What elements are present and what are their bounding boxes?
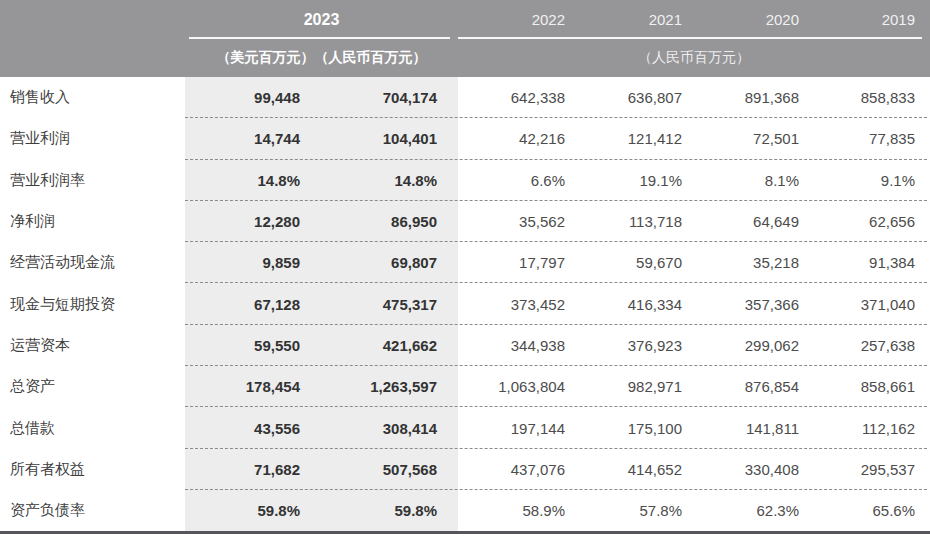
table-body: 销售收入 99,448 704,174 642,338 636,807 891,… — [0, 77, 930, 534]
units-label-2023: （美元百万元）（人民币百万元） — [185, 39, 458, 77]
value-2021: 376,923 — [573, 325, 690, 366]
value-2020: 62.3% — [690, 490, 807, 531]
value-2019: 858,833 — [807, 77, 930, 118]
value-2020: 299,062 — [690, 325, 807, 366]
row-label: 净利润 — [0, 201, 185, 242]
value-2022: 35,562 — [458, 201, 573, 242]
value-2022: 197,144 — [458, 407, 573, 448]
value-2023-usd: 14,744 — [185, 118, 308, 159]
value-2023-usd: 59.8% — [185, 490, 308, 531]
value-2019: 371,040 — [807, 283, 930, 324]
table-row-operating-cash-flow: 经营活动现金流 9,859 69,807 17,797 59,670 35,21… — [0, 242, 930, 283]
value-2021: 175,100 — [573, 407, 690, 448]
value-2019: 858,661 — [807, 366, 930, 407]
row-label: 营业利润率 — [0, 160, 185, 201]
table-row-operating-margin: 营业利润率 14.8% 14.8% 6.6% 19.1% 8.1% 9.1% — [0, 160, 930, 201]
row-label: 营业利润 — [0, 118, 185, 159]
column-header-2022: 2022 — [458, 0, 573, 39]
value-2021: 982,971 — [573, 366, 690, 407]
value-2022: 642,338 — [458, 77, 573, 118]
value-2023-usd: 67,128 — [185, 283, 308, 324]
value-2020: 357,366 — [690, 283, 807, 324]
row-label: 经营活动现金流 — [0, 242, 185, 283]
value-2021: 59,670 — [573, 242, 690, 283]
value-2023-rmb: 704,174 — [308, 77, 458, 118]
value-2021: 57.8% — [573, 490, 690, 531]
value-2023-rmb: 421,662 — [308, 325, 458, 366]
row-label: 资产负债率 — [0, 490, 185, 531]
units-label-other-years: （人民币百万元） — [458, 39, 930, 77]
table-row-cash-short-term-investments: 现金与短期投资 67,128 475,317 373,452 416,334 3… — [0, 283, 930, 324]
value-2019: 257,638 — [807, 325, 930, 366]
value-2020: 72,501 — [690, 118, 807, 159]
header-corner-spacer — [0, 0, 185, 77]
value-2023-rmb: 308,414 — [308, 407, 458, 448]
value-2023-rmb: 507,568 — [308, 449, 458, 490]
value-2023-rmb: 104,401 — [308, 118, 458, 159]
value-2019: 91,384 — [807, 242, 930, 283]
value-2022: 344,938 — [458, 325, 573, 366]
value-2019: 77,835 — [807, 118, 930, 159]
value-2019: 295,537 — [807, 449, 930, 490]
value-2023-usd: 12,280 — [185, 201, 308, 242]
value-2020: 141,811 — [690, 407, 807, 448]
column-header-2020: 2020 — [690, 0, 807, 39]
value-2021: 113,718 — [573, 201, 690, 242]
value-2023-rmb: 86,950 — [308, 201, 458, 242]
table-header: 2023 2022 2021 2020 2019 （美元百万元）（人民币百万元）… — [0, 0, 930, 77]
value-2020: 330,408 — [690, 449, 807, 490]
value-2021: 636,807 — [573, 77, 690, 118]
value-2023-usd: 14.8% — [185, 160, 308, 201]
value-2020: 876,854 — [690, 366, 807, 407]
value-2021: 414,652 — [573, 449, 690, 490]
value-2019: 9.1% — [807, 160, 930, 201]
table-row-total-borrowings: 总借款 43,556 308,414 197,144 175,100 141,8… — [0, 407, 930, 448]
value-2023-rmb: 59.8% — [308, 490, 458, 531]
column-header-2023: 2023 — [185, 0, 458, 39]
value-2022: 42,216 — [458, 118, 573, 159]
value-2019: 112,162 — [807, 407, 930, 448]
value-2019: 65.6% — [807, 490, 930, 531]
value-2021: 416,334 — [573, 283, 690, 324]
value-2023-rmb: 1,263,597 — [308, 366, 458, 407]
value-2021: 121,412 — [573, 118, 690, 159]
row-label: 现金与短期投资 — [0, 283, 185, 324]
value-2022: 437,076 — [458, 449, 573, 490]
value-2022: 17,797 — [458, 242, 573, 283]
value-2023-usd: 59,550 — [185, 325, 308, 366]
value-2023-usd: 71,682 — [185, 449, 308, 490]
table-row-owners-equity: 所有者权益 71,682 507,568 437,076 414,652 330… — [0, 449, 930, 490]
column-header-2019: 2019 — [807, 0, 930, 39]
value-2022: 1,063,804 — [458, 366, 573, 407]
value-2021: 19.1% — [573, 160, 690, 201]
value-2020: 8.1% — [690, 160, 807, 201]
row-label: 总借款 — [0, 407, 185, 448]
table-row-operating-profit: 营业利润 14,744 104,401 42,216 121,412 72,50… — [0, 118, 930, 159]
table-row-sales-revenue: 销售收入 99,448 704,174 642,338 636,807 891,… — [0, 77, 930, 118]
value-2020: 64,649 — [690, 201, 807, 242]
table-row-working-capital: 运营资本 59,550 421,662 344,938 376,923 299,… — [0, 325, 930, 366]
table-row-liability-ratio: 资产负债率 59.8% 59.8% 58.9% 57.8% 62.3% 65.6… — [0, 490, 930, 531]
value-2023-usd: 43,556 — [185, 407, 308, 448]
row-label: 总资产 — [0, 366, 185, 407]
value-2020: 891,368 — [690, 77, 807, 118]
value-2023-usd: 99,448 — [185, 77, 308, 118]
value-2023-usd: 9,859 — [185, 242, 308, 283]
value-2023-rmb: 475,317 — [308, 283, 458, 324]
value-2023-rmb: 14.8% — [308, 160, 458, 201]
value-2019: 62,656 — [807, 201, 930, 242]
value-2020: 35,218 — [690, 242, 807, 283]
row-label: 销售收入 — [0, 77, 185, 118]
value-2023-usd: 178,454 — [185, 366, 308, 407]
column-header-2021: 2021 — [573, 0, 690, 39]
value-2022: 6.6% — [458, 160, 573, 201]
table-row-total-assets: 总资产 178,454 1,263,597 1,063,804 982,971 … — [0, 366, 930, 407]
table-row-net-profit: 净利润 12,280 86,950 35,562 113,718 64,649 … — [0, 201, 930, 242]
value-2022: 58.9% — [458, 490, 573, 531]
value-2023-rmb: 69,807 — [308, 242, 458, 283]
row-label: 所有者权益 — [0, 449, 185, 490]
row-label: 运营资本 — [0, 325, 185, 366]
financial-summary-table: 2023 2022 2021 2020 2019 （美元百万元）（人民币百万元）… — [0, 0, 930, 534]
value-2022: 373,452 — [458, 283, 573, 324]
